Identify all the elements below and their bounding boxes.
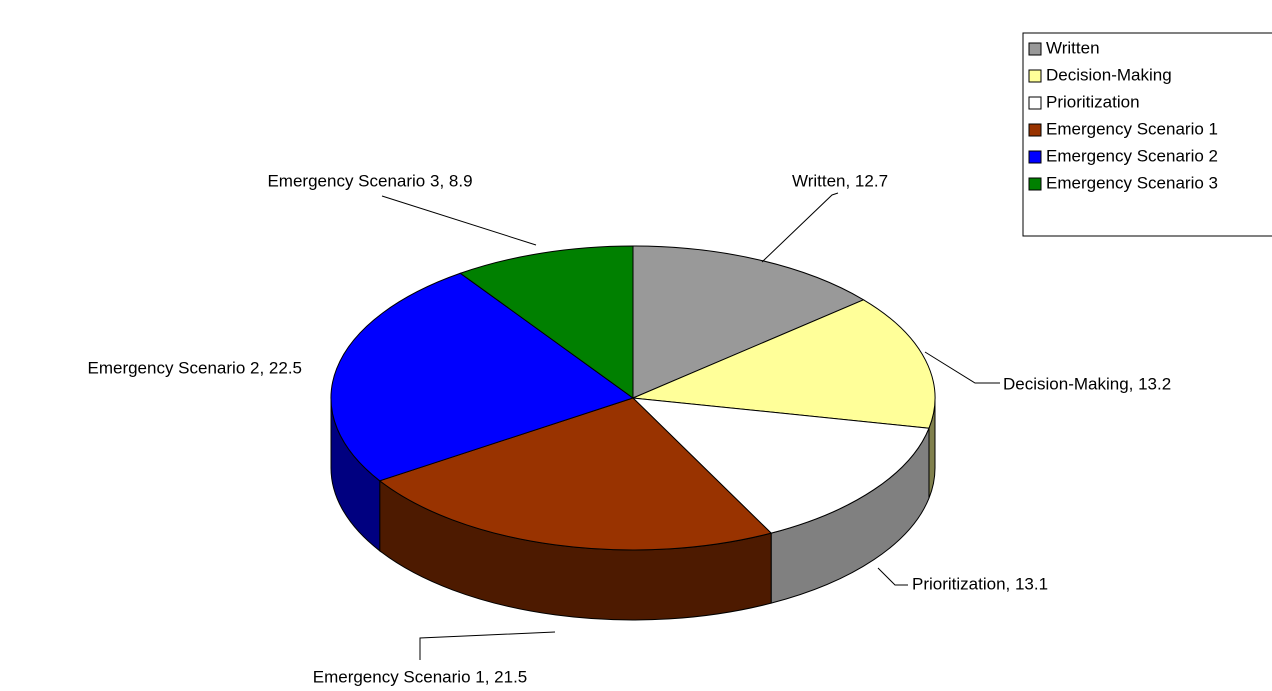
leader-line [924, 351, 1000, 384]
legend-swatch [1028, 42, 1042, 56]
legend: Written Decision-Making Prioritization Emer… [1022, 32, 1272, 237]
data-label: Emergency Scenario 3, 8.9 [267, 171, 472, 190]
legend-label: Emergency Scenario 1 [1046, 119, 1218, 138]
pie-slice [459, 245, 634, 399]
pie-slice [632, 245, 865, 399]
legend-label: Prioritization [1046, 92, 1140, 111]
leader-line [877, 567, 908, 586]
pie-slice [631, 397, 930, 534]
legend-swatch [1028, 96, 1042, 110]
legend-swatch [1028, 150, 1042, 164]
data-label: Prioritization, 13.1 [912, 574, 1048, 593]
legend-box [1022, 32, 1272, 237]
legend-swatch [1028, 69, 1042, 83]
data-labels: Written, 12.7 Decision-Making, 13.2 Priori… [87, 171, 1171, 686]
pie-slice [330, 272, 635, 482]
data-label: Decision-Making, 13.2 [1003, 374, 1171, 393]
pie-slice [632, 299, 936, 429]
legend-label: Emergency Scenario 3 [1046, 173, 1218, 192]
leader-line [381, 195, 537, 246]
legend-label: Emergency Scenario 2 [1046, 146, 1218, 165]
data-label: Written, 12.7 [792, 171, 888, 190]
pie-tops [330, 245, 936, 551]
data-label: Emergency Scenario 2, 22.5 [87, 358, 302, 377]
data-label: Emergency Scenario 1, 21.5 [313, 667, 528, 686]
leader-line [419, 631, 556, 660]
legend-label: Decision-Making [1046, 65, 1172, 84]
legend-swatch [1028, 177, 1042, 191]
leader-line [761, 192, 839, 263]
legend-label: Written [1046, 38, 1100, 57]
pie-slice [378, 397, 773, 551]
legend-swatch [1028, 123, 1042, 137]
